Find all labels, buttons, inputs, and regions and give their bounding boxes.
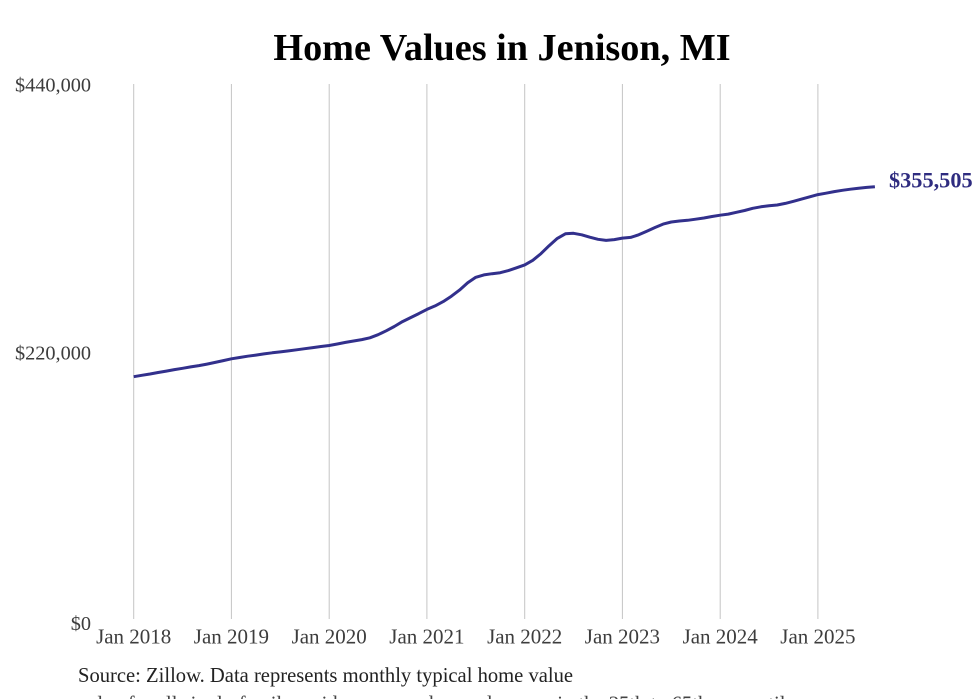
svg-text:Jan 2021: Jan 2021 — [389, 625, 464, 649]
svg-text:Jan 2020: Jan 2020 — [292, 625, 367, 649]
svg-text:$355,505: $355,505 — [889, 168, 973, 193]
svg-text:Jan 2022: Jan 2022 — [487, 625, 562, 649]
svg-text:value for all single-family re: value for all single-family residences, … — [78, 694, 795, 699]
svg-text:$0: $0 — [71, 613, 91, 635]
svg-text:Home Values in Jenison, MI: Home Values in Jenison, MI — [273, 27, 730, 69]
svg-text:Jan 2019: Jan 2019 — [194, 625, 269, 649]
svg-text:Jan 2018: Jan 2018 — [96, 625, 171, 649]
svg-text:$440,000: $440,000 — [15, 74, 91, 96]
svg-text:$220,000: $220,000 — [15, 342, 91, 364]
svg-text:Jan 2024: Jan 2024 — [683, 625, 759, 649]
svg-text:Jan 2025: Jan 2025 — [780, 625, 855, 649]
svg-text:Jan 2023: Jan 2023 — [585, 625, 660, 649]
svg-text:Source: Zillow. Data represent: Source: Zillow. Data represents monthly … — [78, 665, 573, 687]
